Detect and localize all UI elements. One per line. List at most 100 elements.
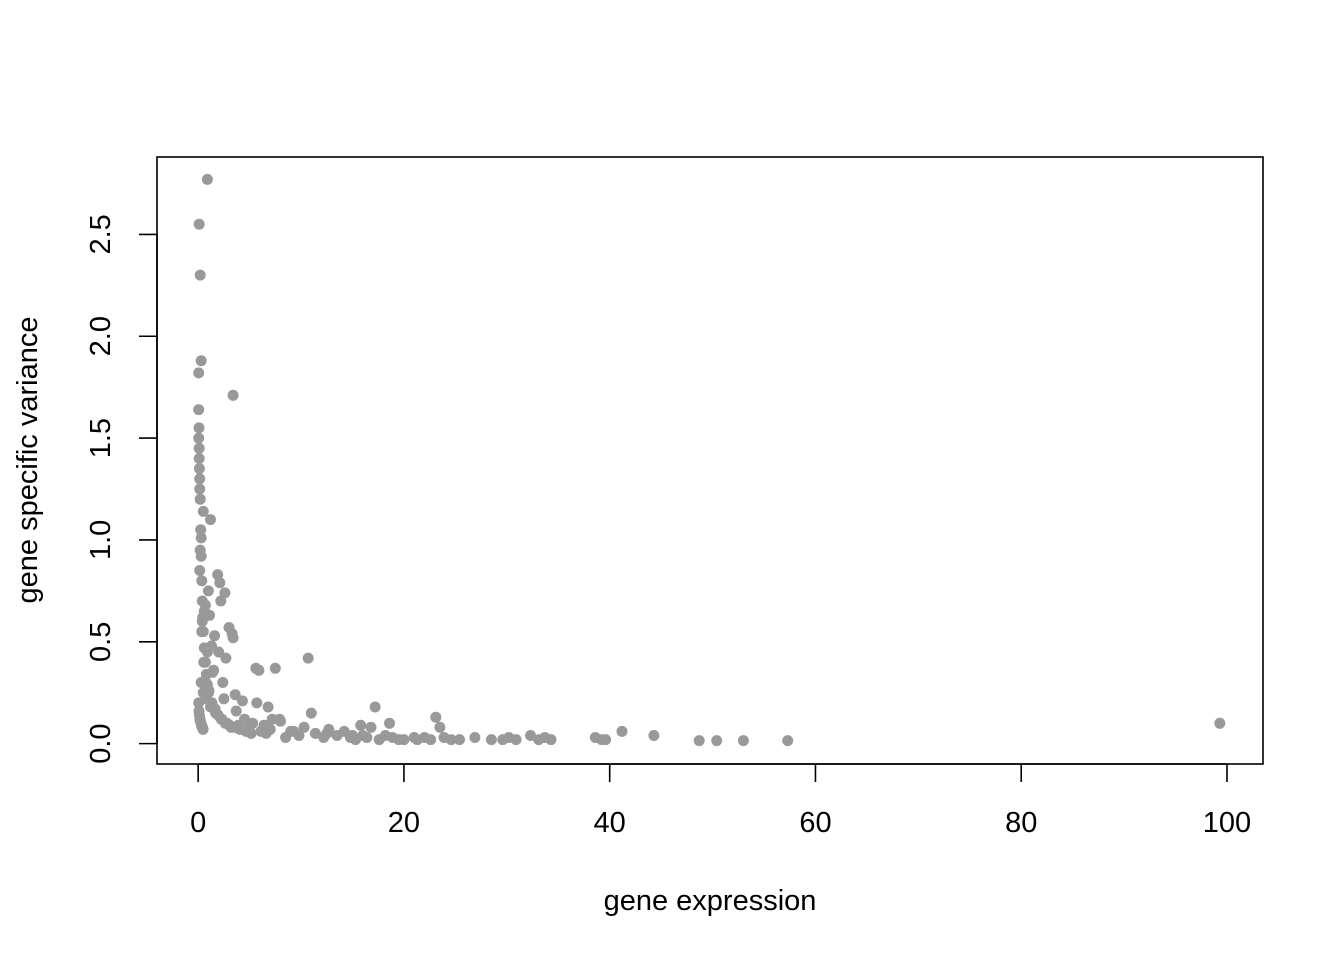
data-point — [273, 713, 285, 725]
data-point — [193, 432, 205, 444]
data-point — [648, 730, 660, 741]
data-point — [398, 734, 410, 746]
data-point — [209, 630, 221, 642]
data-point — [355, 719, 367, 731]
data-point — [193, 422, 205, 434]
x-tick-label: 40 — [594, 807, 626, 839]
data-point — [545, 734, 557, 746]
data-point — [305, 707, 317, 719]
data-point — [693, 735, 705, 747]
data-point — [616, 725, 628, 737]
data-point — [369, 701, 381, 713]
data-point — [197, 505, 209, 517]
data-point — [202, 687, 214, 699]
data-point — [430, 711, 442, 723]
data-point — [269, 662, 281, 674]
data-point — [347, 730, 358, 741]
y-tick-label: 0.5 — [85, 622, 117, 662]
data-point — [445, 734, 457, 746]
x-tick-label: 100 — [1203, 807, 1251, 839]
data-point — [251, 697, 263, 709]
data-point — [194, 269, 206, 281]
y-tick-label: 2.0 — [85, 316, 117, 356]
x-tick-label: 60 — [799, 807, 831, 839]
data-point — [193, 442, 205, 454]
data-point — [195, 355, 207, 367]
y-tick-label: 1.0 — [85, 520, 117, 560]
x-axis: 0 20 40 60 80 100 — [190, 763, 1251, 839]
data-point — [214, 577, 226, 589]
data-point — [195, 532, 207, 544]
data-point — [196, 595, 208, 607]
data-point — [425, 734, 437, 746]
data-point — [384, 717, 395, 729]
data-point — [200, 668, 212, 680]
data-point — [245, 727, 257, 739]
data-point — [205, 514, 216, 526]
x-axis-title: gene expression — [604, 885, 817, 917]
data-point — [220, 652, 232, 664]
data-point — [193, 404, 205, 416]
data-point — [196, 575, 208, 587]
data-point — [199, 656, 211, 668]
y-axis-title: gene specific variance — [12, 317, 44, 604]
data-point — [193, 367, 205, 379]
data-point — [264, 723, 276, 735]
data-point — [217, 677, 229, 688]
data-point — [236, 695, 248, 707]
y-tick-label: 1.5 — [85, 418, 117, 458]
y-tick-label: 0.0 — [85, 723, 117, 763]
data-point — [193, 218, 205, 230]
data-point — [218, 693, 230, 705]
data-point — [215, 595, 227, 607]
data-point — [737, 735, 749, 747]
data-point — [230, 705, 242, 717]
data-point — [193, 463, 205, 475]
data-point — [194, 483, 206, 495]
data-point — [227, 389, 239, 401]
data-point — [711, 735, 723, 747]
x-tick-label: 20 — [388, 807, 420, 839]
data-point — [194, 493, 206, 505]
x-tick-label: 0 — [190, 807, 206, 839]
data-points — [193, 173, 1226, 747]
data-point — [510, 734, 522, 746]
data-point — [193, 697, 205, 709]
y-tick-label: 2.5 — [85, 214, 117, 254]
data-point — [194, 565, 206, 576]
data-point — [298, 721, 310, 733]
data-point — [408, 732, 420, 743]
x-tick-label: 80 — [1005, 807, 1037, 839]
data-point — [525, 730, 536, 741]
data-point — [454, 734, 465, 746]
data-point — [253, 664, 265, 676]
data-point — [229, 689, 241, 701]
y-axis: 0.0 0.5 1.0 1.5 2.0 2.5 — [85, 214, 158, 764]
data-point — [262, 701, 274, 713]
data-point — [195, 524, 207, 536]
data-point — [434, 721, 446, 733]
data-point — [600, 734, 612, 746]
data-point — [197, 626, 209, 638]
data-point — [485, 734, 497, 746]
data-point — [213, 646, 225, 658]
data-point — [285, 725, 297, 737]
data-point — [309, 727, 321, 739]
data-point — [219, 587, 231, 599]
data-point — [469, 732, 481, 743]
data-point — [227, 632, 239, 644]
data-point — [357, 730, 369, 741]
data-point — [201, 173, 213, 185]
data-point — [194, 473, 206, 485]
data-point — [193, 453, 205, 464]
data-point — [247, 717, 259, 729]
data-point — [321, 727, 333, 739]
data-point — [1214, 717, 1226, 729]
data-point — [302, 652, 314, 664]
data-point — [782, 735, 794, 747]
data-point — [239, 713, 250, 725]
data-point — [202, 585, 214, 597]
plot-frame — [156, 156, 1264, 765]
data-point — [365, 721, 377, 733]
